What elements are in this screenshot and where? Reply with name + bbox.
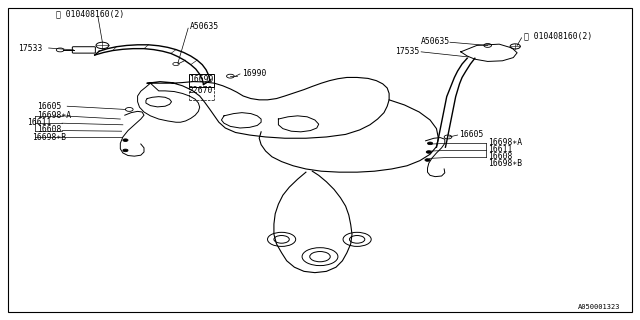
- Text: 16698∗A: 16698∗A: [488, 138, 522, 147]
- Circle shape: [428, 142, 433, 145]
- Text: A50635: A50635: [189, 22, 219, 31]
- Text: 16608: 16608: [488, 152, 512, 161]
- Circle shape: [426, 151, 431, 153]
- Text: 16611: 16611: [28, 118, 52, 127]
- Text: 16611: 16611: [488, 145, 512, 154]
- Circle shape: [123, 149, 128, 152]
- Circle shape: [425, 159, 430, 161]
- Circle shape: [123, 139, 128, 141]
- Text: A050001323: A050001323: [579, 304, 621, 310]
- Text: A50635: A50635: [421, 37, 451, 46]
- Text: Ⓑ 010408160(2): Ⓑ 010408160(2): [56, 9, 125, 18]
- Text: 16990: 16990: [242, 69, 266, 78]
- Text: 16699: 16699: [189, 75, 213, 84]
- Text: 16698∗B: 16698∗B: [488, 159, 522, 168]
- Text: 16698∗A: 16698∗A: [37, 111, 71, 120]
- Bar: [189, 74, 214, 87]
- Text: 17533: 17533: [18, 44, 42, 52]
- Text: 17535: 17535: [396, 47, 420, 56]
- Text: 22670: 22670: [189, 86, 213, 95]
- Text: 16698∗B: 16698∗B: [32, 133, 66, 142]
- Text: 16605: 16605: [460, 130, 484, 139]
- Text: 16608: 16608: [37, 125, 61, 134]
- Text: Ⓑ 010408160(2): Ⓑ 010408160(2): [524, 31, 592, 40]
- Text: 16605: 16605: [37, 102, 61, 111]
